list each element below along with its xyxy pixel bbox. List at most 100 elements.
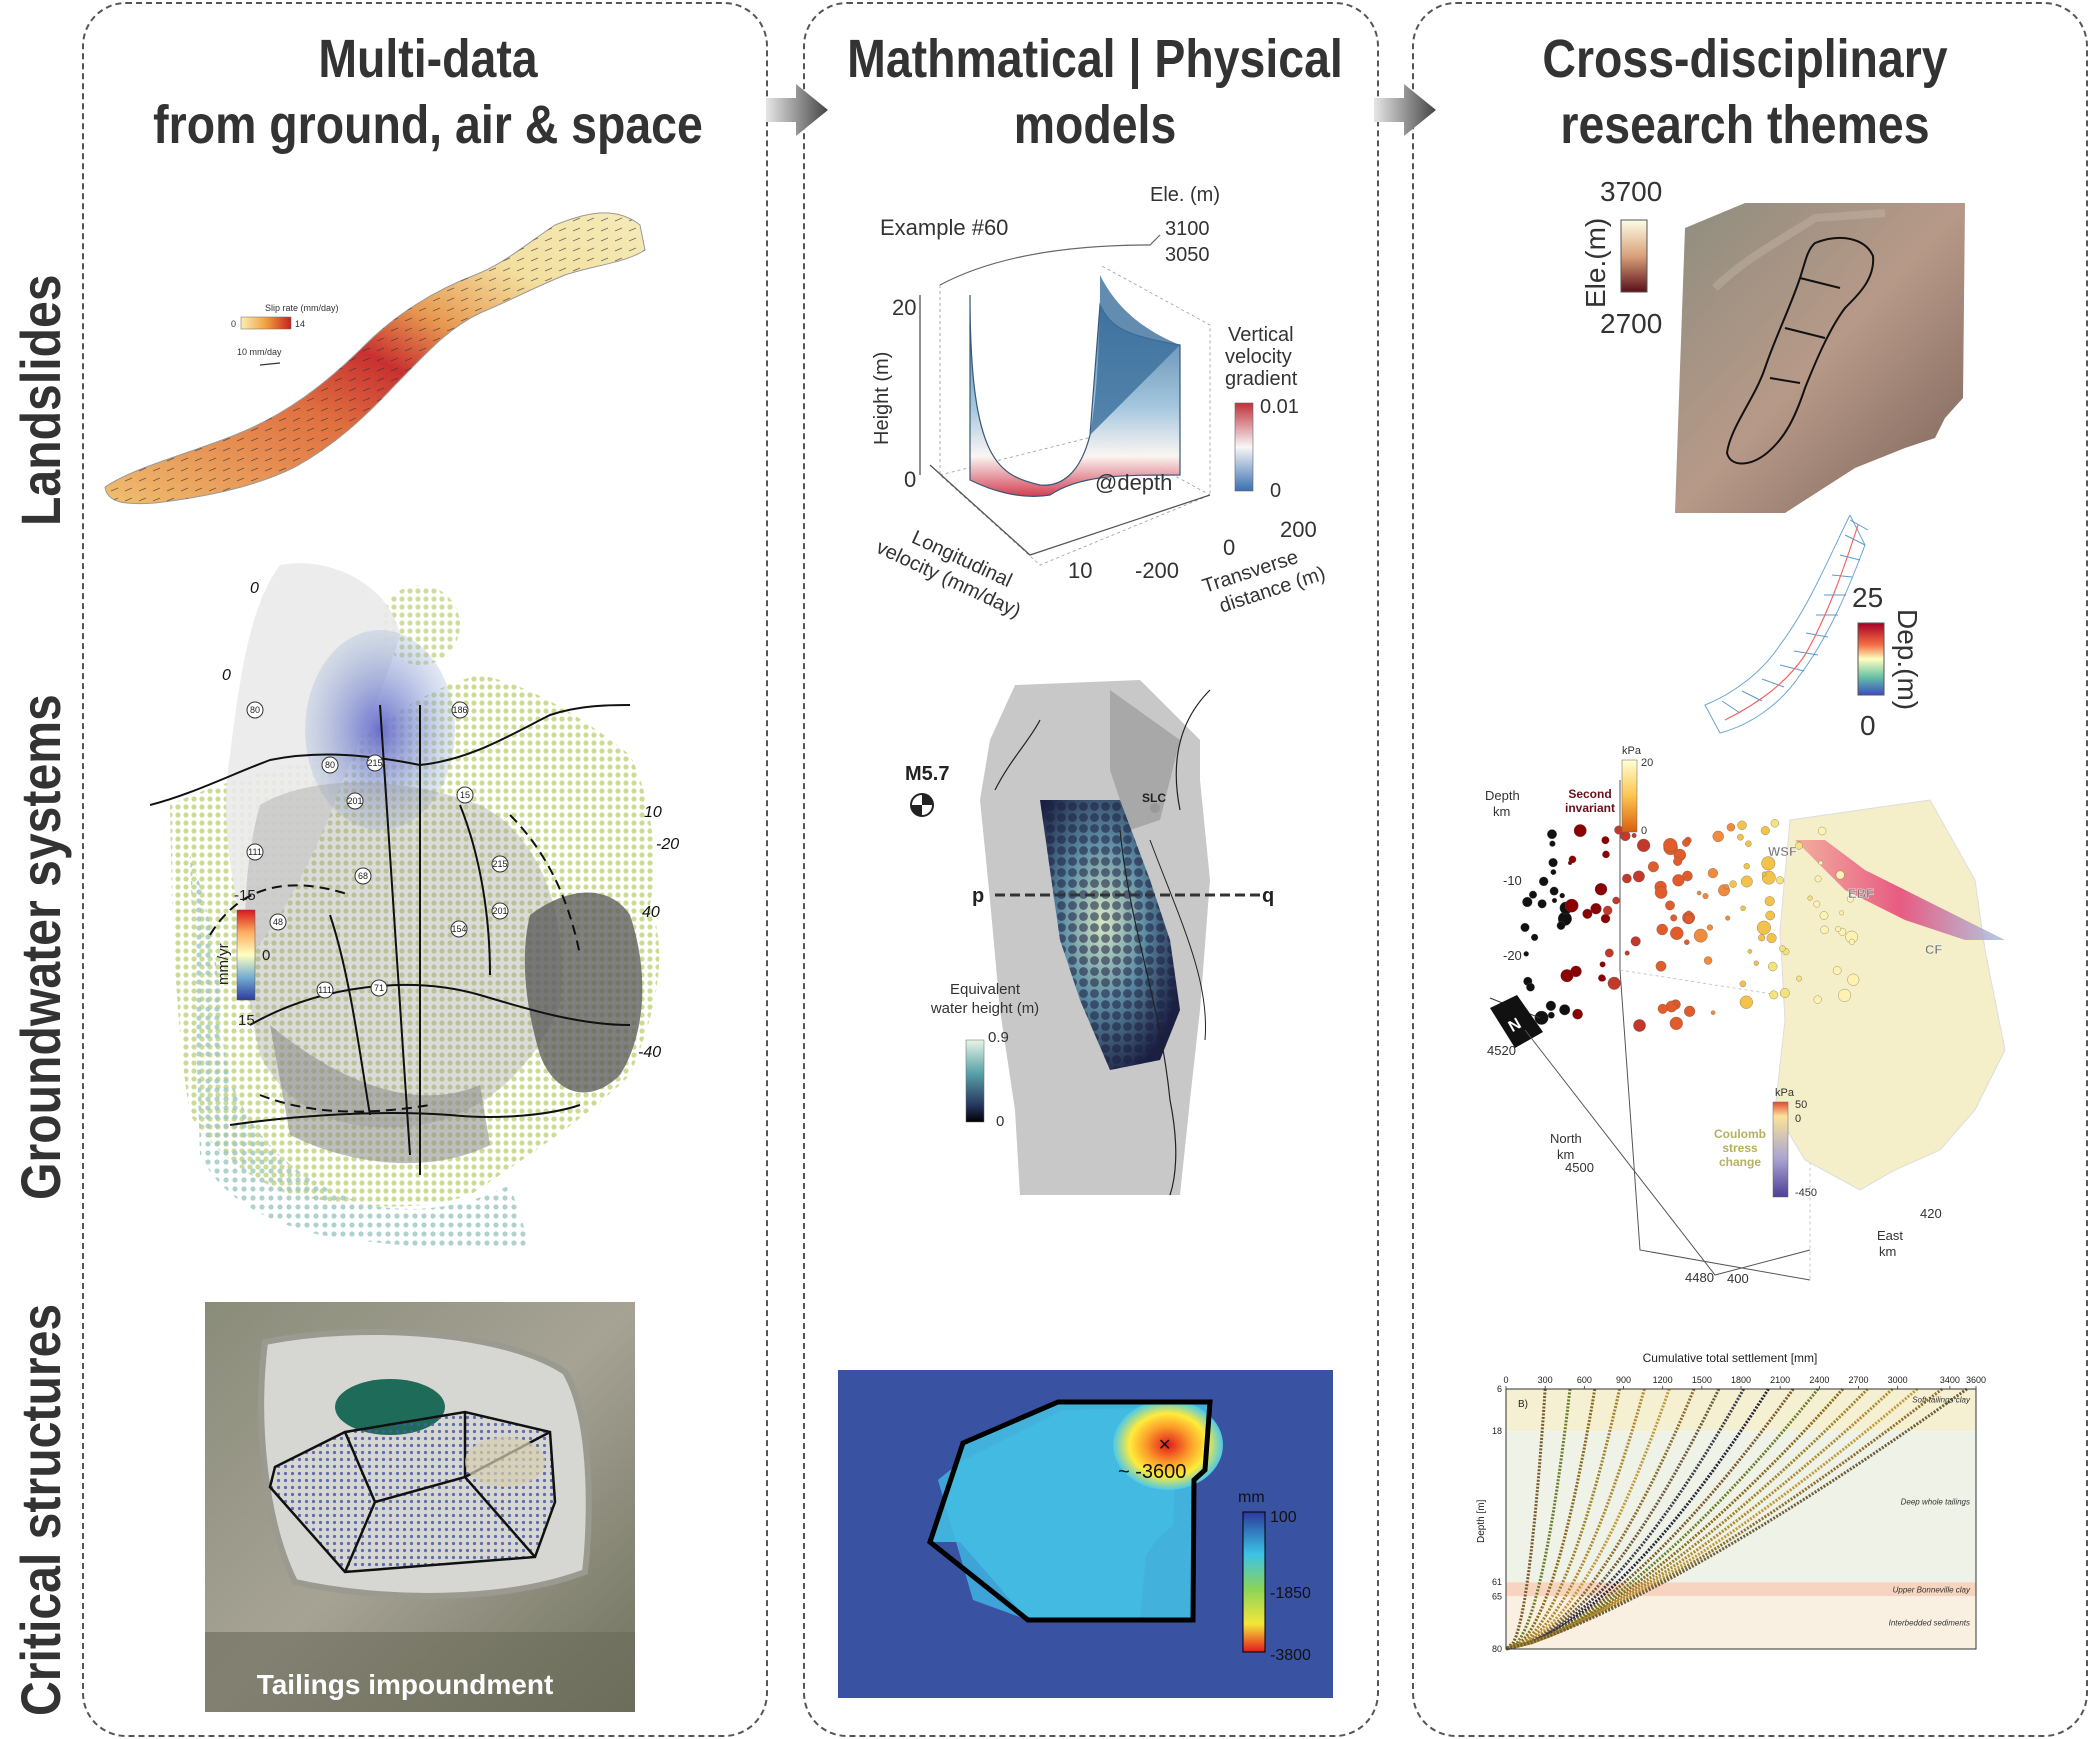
earthquake-dot: [1663, 838, 1678, 853]
slip-legend-min: 0: [231, 319, 236, 329]
highway-label: 48: [273, 917, 283, 927]
velocity-gradient-min: 0: [1270, 480, 1281, 502]
depth-max-label: 25: [1852, 582, 1883, 613]
earthquake-dot: [1766, 933, 1777, 944]
earthquake-dot: [1551, 897, 1558, 904]
earthquake-dot: [1624, 950, 1630, 956]
earthquake-dot: [1630, 936, 1641, 947]
settlement-x-tick: 3600: [1966, 1375, 1986, 1385]
north-tick: 4520: [1487, 1043, 1516, 1058]
earthquake-dot: [1654, 886, 1668, 899]
earthquake-dot: [1702, 893, 1709, 900]
vector-scale-arrow-icon: [259, 362, 281, 366]
earthquake-dot: [1599, 961, 1606, 968]
deformation-tick: -1850: [1270, 1585, 1311, 1602]
coulomb-tick: -450: [1795, 1187, 1817, 1199]
earthquake-dot: [1770, 819, 1779, 828]
panel-models: [803, 2, 1379, 1737]
row-label-landslides: Landslides: [9, 274, 72, 526]
earthquake-dot: [1723, 884, 1729, 890]
invariant-min: 0: [1641, 825, 1647, 837]
settlement-y-tick: 18: [1492, 1426, 1502, 1436]
highway-shield-icon: [491, 855, 509, 873]
earthquake-dot: [1820, 925, 1829, 934]
landslide-depth-figure: 25 0 Dep.(m): [1704, 515, 1923, 740]
velocity-model-3d: Example #60 Ele. (m) 3100 3050 20 0 Heig…: [871, 184, 1328, 623]
gw-colorbar-top: -15: [234, 887, 256, 904]
invariant-title: Second invariant: [1565, 787, 1615, 815]
highway-label: 111: [248, 847, 262, 857]
deformation-tick: -3800: [1270, 1647, 1311, 1664]
y-axis-label: Transversedistance (m): [1200, 540, 1328, 621]
earthquake-dot: [1602, 850, 1610, 859]
earthquake-dot: [1572, 1008, 1583, 1020]
settlement-y-tick: 80: [1492, 1644, 1502, 1654]
settlement-layer-band: [1506, 1389, 1976, 1432]
invariant-colorbar: [1621, 759, 1638, 833]
settlement-curve: [1505, 1388, 1696, 1651]
water-height-min: 0: [996, 1113, 1004, 1130]
settlement-x-tick: 2400: [1809, 1375, 1829, 1385]
earthquake-dot: [1534, 1010, 1549, 1025]
earthquake-dot: [1559, 1004, 1571, 1016]
earthquake-dot: [1614, 825, 1624, 835]
earthquake-dot: [1726, 823, 1736, 832]
settlement-curve: [1505, 1388, 1547, 1651]
earthquake-dot: [1776, 876, 1784, 885]
earthquake-dot: [1672, 874, 1685, 887]
highway-shield-icon: [450, 920, 468, 938]
settlement-y-label: Depth [m]: [1476, 1499, 1487, 1543]
earthquake-dot: [1612, 896, 1620, 905]
deformation-model: ✕ ~ -3600 mm 100 -1850 -3800: [838, 1370, 1333, 1698]
earthquake-dot: [1600, 913, 1611, 924]
earthquake-dot: [1696, 890, 1702, 896]
fault-label-wsf: WSF: [1768, 844, 1797, 859]
water-height-title: Equivalent water height (m): [930, 981, 1039, 1017]
earthquake-dot: [1603, 905, 1613, 916]
highway-label: 201: [492, 906, 507, 916]
coulomb-colorbar: [1772, 1101, 1789, 1198]
gw-colorbar-mid: 0: [262, 947, 270, 964]
settlement-x-tick: 300: [1538, 1375, 1553, 1385]
earthquake-dot: [1559, 892, 1565, 899]
settlement-panel-label: B): [1518, 1399, 1528, 1410]
earthquake-dot: [1725, 915, 1731, 921]
highway-shield-icon: [366, 754, 384, 772]
z-axis-label: Height (m): [871, 352, 893, 445]
earthquake-dot: [1523, 951, 1529, 957]
slip-legend-max: 14: [295, 319, 305, 329]
earthquake-dot: [1547, 829, 1557, 840]
settlement-layer-label: Upper Bonneville clay: [1893, 1585, 1971, 1594]
water-height-max: 0.9: [988, 1029, 1009, 1046]
fault-label-cf: CF: [1925, 942, 1942, 957]
velocity-gradient-colorbar: [1234, 402, 1254, 492]
settlement-curve: [1505, 1388, 1597, 1651]
highway-shield-icon: [269, 913, 287, 931]
east-tick: 420: [1920, 1206, 1942, 1221]
column-title-models: Mathmatical | Physical models: [847, 29, 1343, 155]
highway-shield-icon: [370, 979, 388, 997]
earthquake-dot: [1631, 833, 1637, 838]
settlement-x-tick: 0: [1503, 1375, 1508, 1385]
earthquake-dot: [1753, 960, 1759, 966]
earthquake-dot: [1556, 921, 1566, 930]
earthquake-dot: [1745, 840, 1752, 847]
settlement-x-tick: 3000: [1888, 1375, 1908, 1385]
earthquake-dot: [1817, 826, 1827, 836]
earthquake-dot: [1669, 1016, 1683, 1030]
dem-colorbar: [1620, 219, 1648, 293]
settlement-curve: [1505, 1388, 1721, 1651]
earthquake-dot: [1768, 961, 1778, 972]
settlement-curve: [1505, 1388, 1745, 1651]
earthquake-dot: [1564, 898, 1579, 913]
earthquake-dot: [1807, 895, 1813, 901]
earthquake-dot: [1573, 824, 1587, 837]
settlement-y-tick: 6: [1497, 1384, 1502, 1394]
highway-label: 71: [374, 983, 384, 993]
panel-research-themes: [1412, 2, 2088, 1737]
highway-shield-icon: [316, 981, 334, 999]
settlement-curve: [1505, 1388, 1622, 1651]
earthquake-dot: [1622, 873, 1632, 884]
tailings-label: Tailings impoundment: [257, 1669, 554, 1700]
earthquake-dot: [1670, 914, 1678, 922]
